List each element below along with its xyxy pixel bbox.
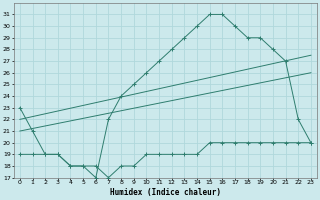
X-axis label: Humidex (Indice chaleur): Humidex (Indice chaleur) [110,188,221,197]
